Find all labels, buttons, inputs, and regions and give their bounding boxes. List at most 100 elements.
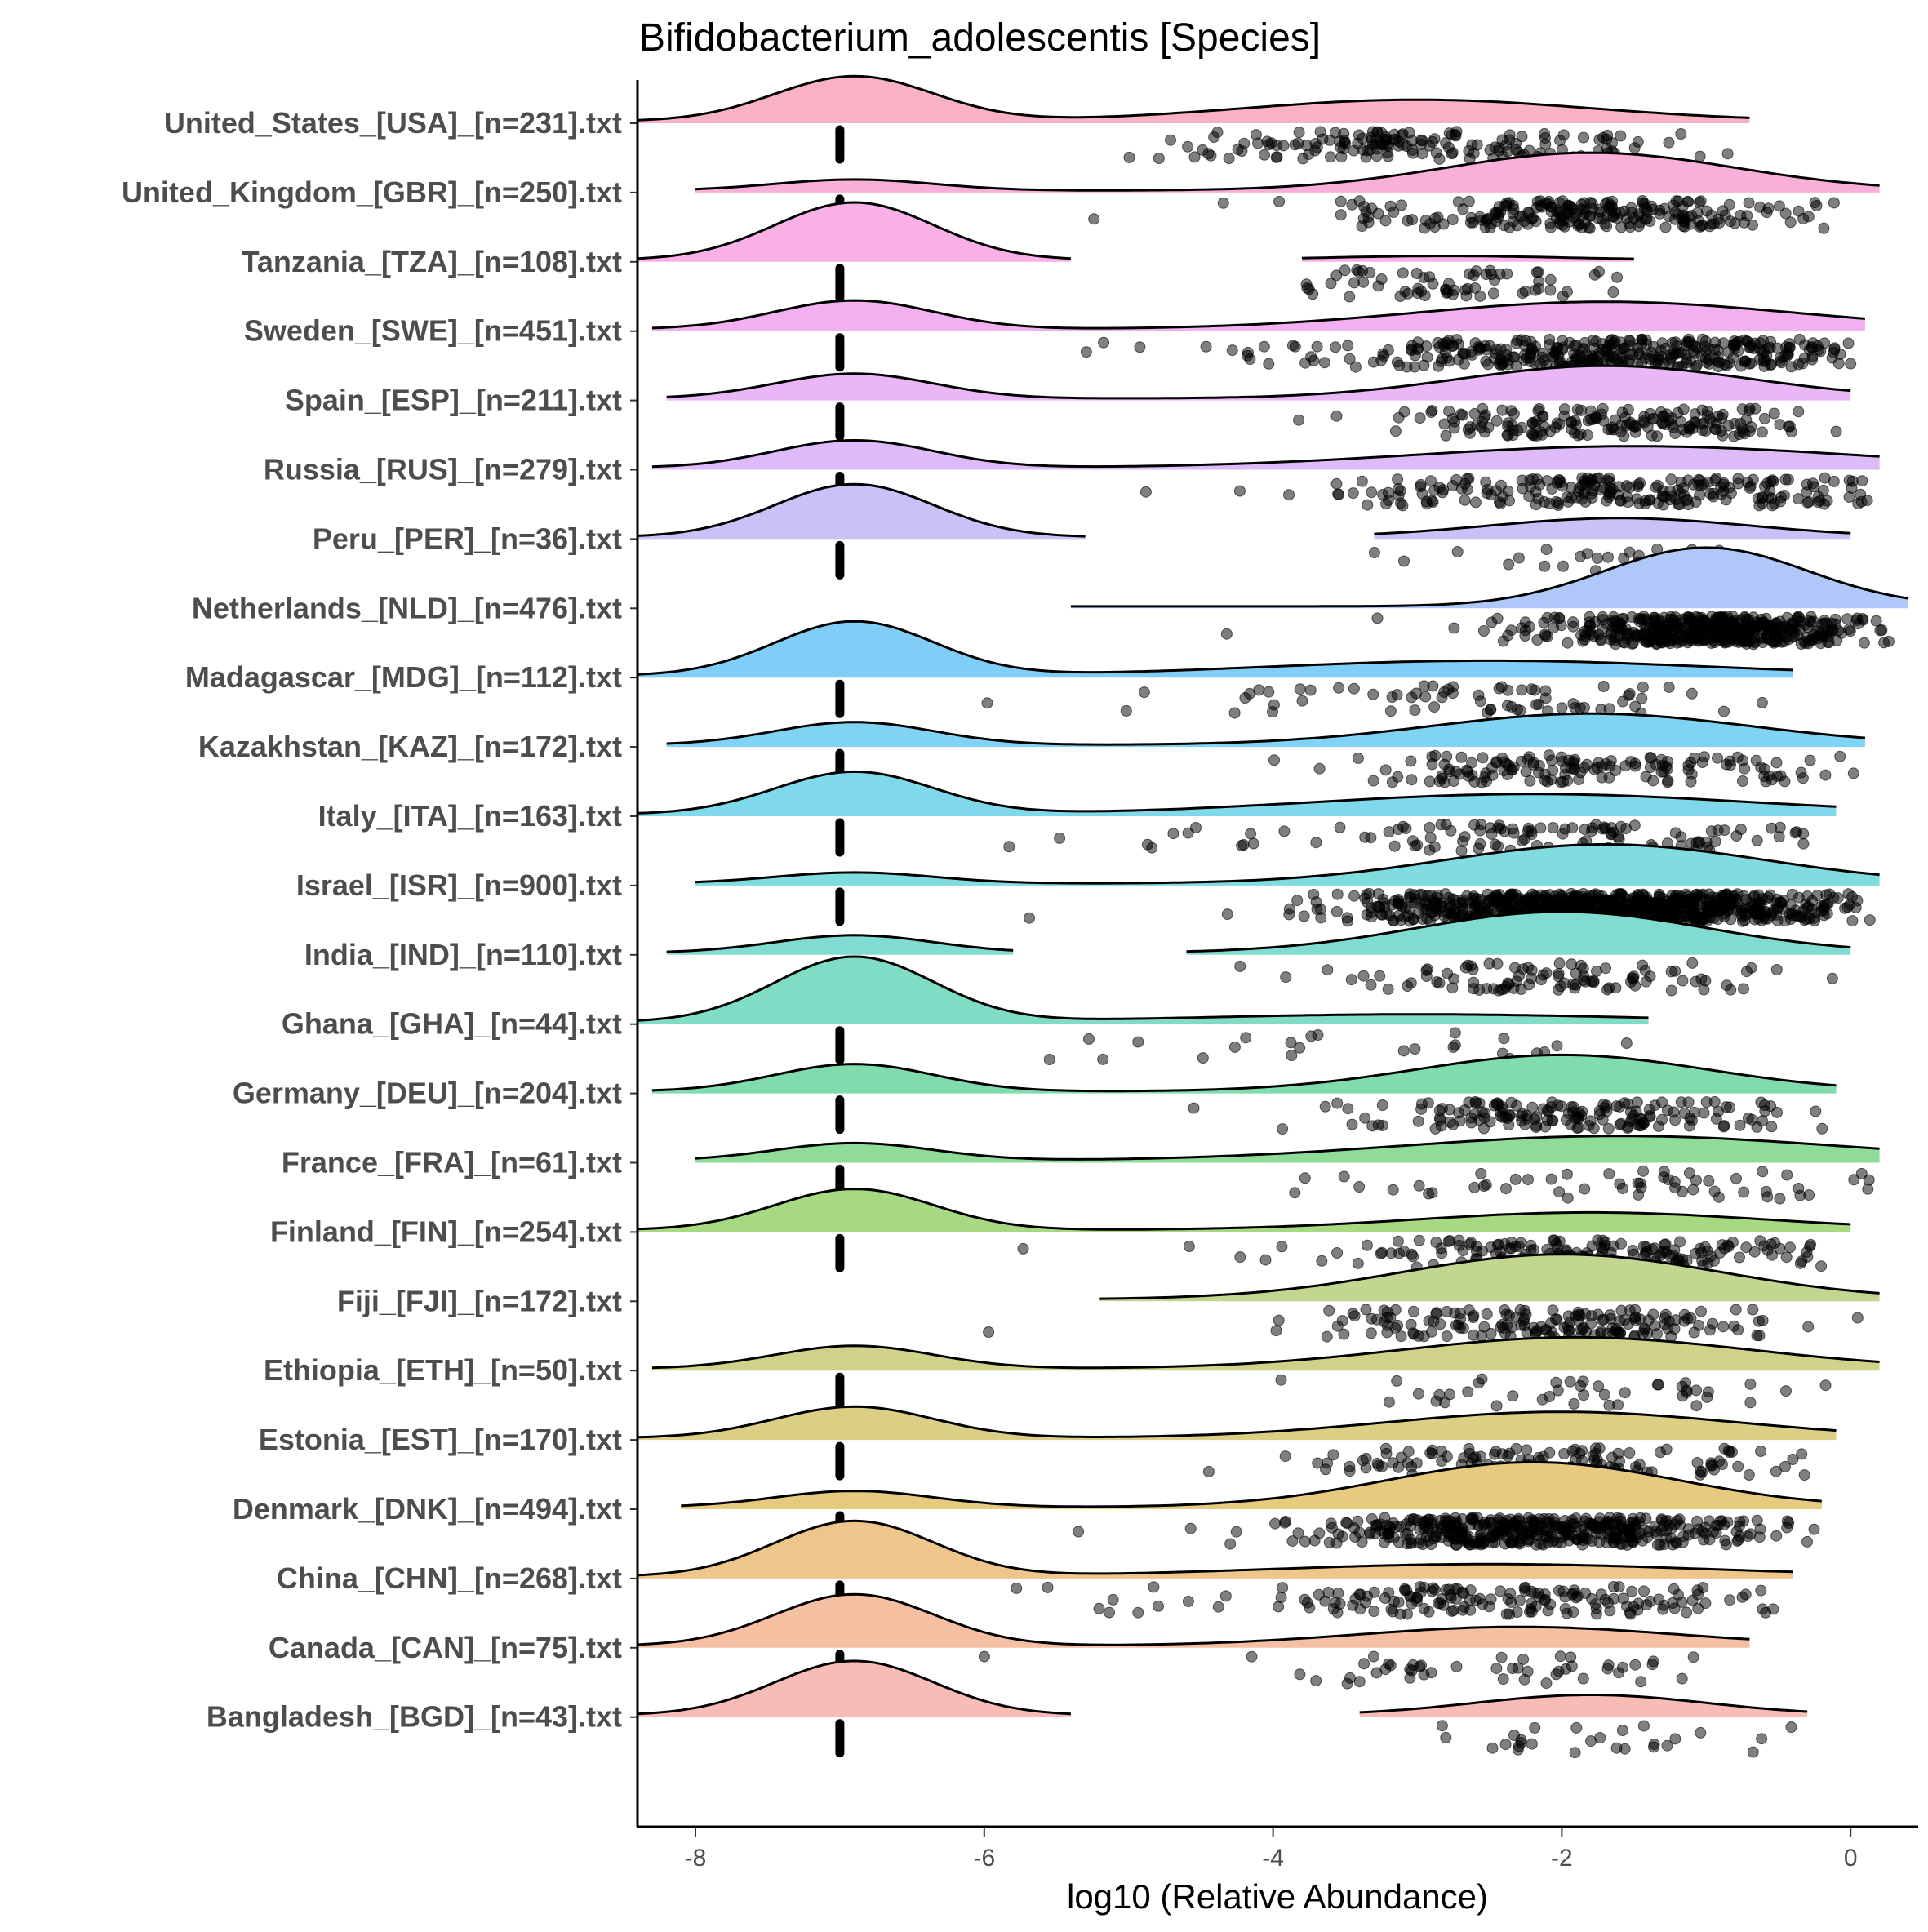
data-point [1493,682,1505,695]
data-point [1269,1517,1282,1530]
data-point [1715,488,1727,500]
data-point [1331,888,1344,900]
data-point [1694,150,1706,162]
data-point [1360,1597,1371,1609]
data-point [1676,1185,1688,1197]
data-point [1499,1739,1512,1750]
data-point [1755,1584,1767,1597]
data-point [1148,1581,1160,1593]
data-point [1665,984,1677,997]
data-point [1468,899,1481,911]
data-point [1387,1184,1399,1196]
data-point [1736,1591,1748,1603]
data-point [1017,1242,1029,1255]
data-point [1736,915,1748,927]
data-point [1510,360,1522,372]
x-tick-label: -4 [1262,1845,1284,1872]
data-point [1550,1668,1562,1681]
data-point [1402,1528,1414,1539]
data-point [1372,280,1384,292]
data-point [1651,1539,1664,1551]
data-point [1202,148,1215,160]
data-point [1372,1119,1384,1131]
data-point [1826,625,1838,637]
ridge-group [637,201,1634,303]
data-point [1486,1742,1499,1754]
data-point [1477,625,1490,637]
data-point [1569,1587,1580,1599]
data-point [1474,290,1486,302]
data-point [1426,1447,1438,1459]
data-point [1600,962,1612,975]
data-point [1283,489,1295,501]
data-point [1692,836,1704,848]
data-point [1495,206,1507,218]
data-point [1315,912,1327,924]
data-point [1728,896,1740,908]
data-point [1459,348,1471,360]
data-point [1637,197,1649,209]
data-point [1732,1534,1744,1546]
data-point [1507,823,1519,835]
data-point [1861,495,1873,507]
data-point [1806,633,1817,646]
data-point [1560,1663,1572,1675]
data-point [1551,894,1563,906]
data-point [1631,342,1643,354]
data-point [1342,340,1354,352]
data-point [1602,424,1615,436]
data-point [1188,1102,1200,1114]
data-point [1325,1517,1337,1530]
data-point [1230,1526,1242,1538]
data-point [1592,1308,1604,1321]
data-point [1698,751,1710,763]
data-point [1602,1659,1615,1672]
density-outline [651,299,1866,330]
data-point [1639,352,1651,364]
data-point [1299,1172,1311,1184]
data-point [1246,1650,1258,1663]
data-point [1801,1535,1813,1548]
ridge-group [651,299,1866,373]
data-point [1542,630,1553,642]
data-point [1597,681,1610,692]
data-point [1477,402,1489,415]
data-point [1473,1377,1485,1389]
data-point [1332,1588,1344,1599]
data-point [1518,1320,1530,1332]
data-point [1681,196,1694,207]
data-point [1781,1169,1793,1181]
x-axis: -8 -6 -4 -2 0 [685,1827,1858,1872]
data-point [1553,1522,1565,1534]
data-point [1539,692,1552,704]
data-point [1313,762,1326,775]
data-point [1299,1535,1311,1548]
data-point [1219,1590,1232,1602]
data-point [1815,900,1828,912]
data-point [1379,1528,1391,1540]
data-point [1690,914,1703,926]
data-point [1368,1650,1379,1663]
data-point [1132,1036,1144,1048]
data-point [1612,489,1624,501]
data-point [1540,967,1553,979]
data-point [1602,350,1615,362]
data-point [1184,1522,1197,1534]
data-point [1212,1601,1224,1613]
data-point [1441,1305,1453,1317]
data-point [1368,1606,1380,1618]
data-point [1425,475,1437,487]
data-point [1431,976,1443,988]
data-point [1727,620,1739,632]
data-point [1550,495,1562,508]
data-point [1232,144,1244,155]
data-point [1468,1452,1480,1464]
data-point [1761,1244,1774,1256]
data-point [1691,632,1704,644]
data-point [1668,1106,1680,1118]
data-point [1413,1179,1425,1192]
data-point [1496,752,1508,764]
data-point [1385,1603,1397,1615]
data-point [1393,411,1405,424]
ridge-group [983,1253,1880,1344]
